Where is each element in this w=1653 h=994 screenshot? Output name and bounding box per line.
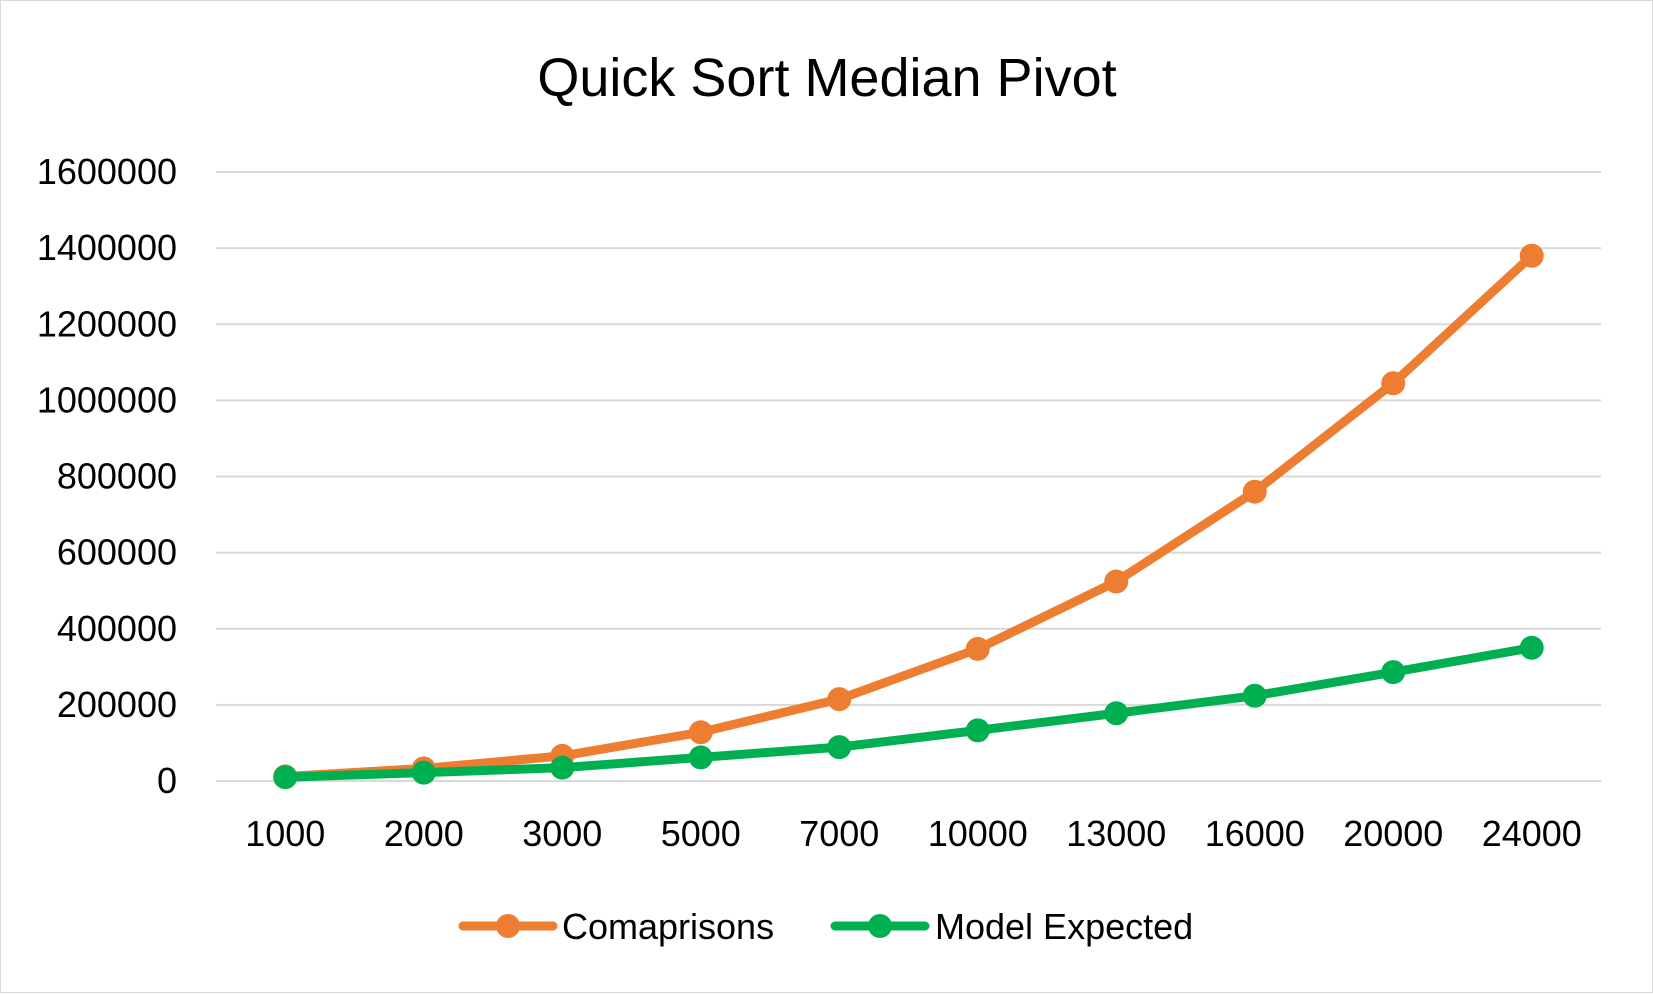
data-point <box>550 755 575 780</box>
y-tick-label: 200000 <box>57 684 177 725</box>
y-tick-label: 0 <box>157 760 177 801</box>
y-tick-label: 1200000 <box>37 303 177 344</box>
y-tick-label: 800000 <box>57 456 177 497</box>
x-tick-label: 20000 <box>1343 813 1443 854</box>
x-tick-label: 1000 <box>245 813 325 854</box>
x-tick-label: 24000 <box>1482 813 1582 854</box>
data-point <box>1104 569 1129 594</box>
data-point <box>965 718 990 743</box>
legend-item: Model Expected <box>830 906 1193 947</box>
data-point <box>827 687 852 712</box>
y-tick-label: 1400000 <box>37 227 177 268</box>
x-tick-label: 2000 <box>384 813 464 854</box>
data-point <box>1519 635 1544 660</box>
legend-label: Comaprisons <box>562 906 774 947</box>
data-point <box>1381 660 1406 685</box>
x-tick-label: 5000 <box>661 813 741 854</box>
data-point <box>688 720 713 745</box>
x-tick-label: 16000 <box>1205 813 1305 854</box>
legend-item: Comaprisons <box>458 906 774 947</box>
y-tick-label: 1600000 <box>37 151 177 192</box>
series-line <box>280 251 1537 781</box>
data-point <box>1104 701 1129 726</box>
data-point <box>827 735 852 760</box>
legend-label: Model Expected <box>935 906 1193 947</box>
y-tick-label: 600000 <box>57 532 177 573</box>
x-axis-ticks: 1000 2000 3000 5000 7000 10000 13000 16000 20000… <box>245 813 1582 854</box>
x-tick-label: 7000 <box>799 813 879 854</box>
data-point <box>1242 683 1267 708</box>
y-axis-ticks: 0 200000 400000 600000 800000 1000000 1200000 1… <box>37 151 177 801</box>
data-point <box>1242 479 1267 504</box>
legend-swatch-marker <box>496 914 520 938</box>
y-tick-label: 400000 <box>57 608 177 649</box>
chart-title: Quick Sort Median Pivot <box>537 48 1116 108</box>
gridlines <box>216 171 1601 782</box>
series-comaprisons <box>273 243 1544 789</box>
legend-swatch-marker <box>868 914 892 938</box>
x-tick-label: 10000 <box>928 813 1028 854</box>
series-line <box>280 643 1537 782</box>
data-point <box>273 765 298 790</box>
data-point <box>688 745 713 770</box>
data-point <box>1519 243 1544 268</box>
data-point <box>411 760 436 785</box>
x-tick-label: 13000 <box>1066 813 1166 854</box>
series-model-expected <box>273 635 1544 790</box>
legend: Comaprisons Model Expected <box>458 906 1193 947</box>
y-tick-label: 1000000 <box>37 379 177 420</box>
data-point <box>965 636 990 661</box>
x-tick-label: 3000 <box>522 813 602 854</box>
data-point <box>1381 371 1406 396</box>
series-lines <box>273 243 1544 790</box>
